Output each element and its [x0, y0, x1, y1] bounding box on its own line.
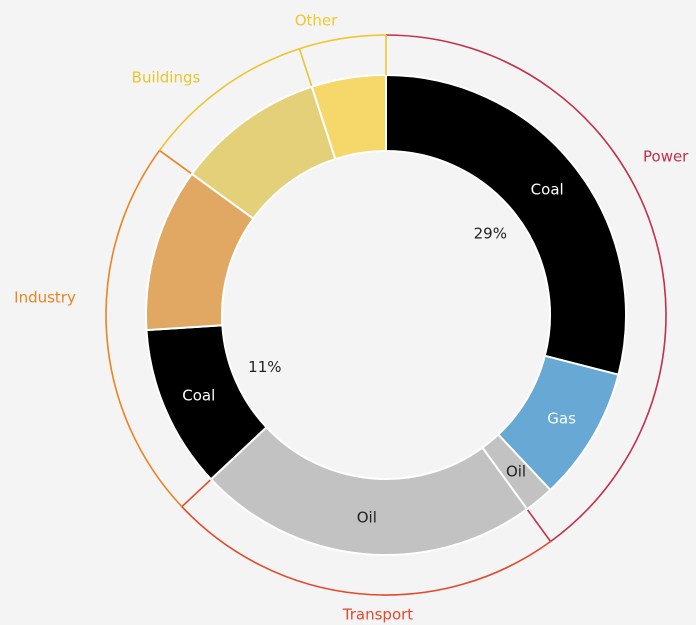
sector-arc [181, 506, 552, 596]
sector-divider [298, 48, 313, 87]
sector-label: Industry [14, 289, 76, 307]
segment-label: Oil [506, 463, 526, 481]
sector-label: Power [643, 148, 689, 166]
sector-label: Transport [342, 606, 414, 624]
donut-segment [310, 73, 387, 161]
value-label: 11% [248, 358, 281, 376]
sector-arc [299, 34, 387, 50]
sector-arc [158, 47, 300, 151]
segment-label: Coal [531, 180, 564, 198]
sector-divider [181, 478, 212, 508]
segment-label: Oil [357, 509, 377, 527]
donut-segment [209, 425, 529, 556]
sector-label: Other [295, 12, 338, 30]
sector-label: Buildings [132, 69, 201, 87]
donut-segment [385, 73, 627, 376]
segment-label: Gas [547, 409, 576, 427]
segment-label: Coal [182, 387, 215, 405]
sector-arc [105, 149, 183, 508]
sector-divider [159, 149, 193, 175]
sector-divider [526, 508, 552, 542]
sector-arc [385, 34, 667, 543]
value-label: 29% [474, 225, 507, 243]
